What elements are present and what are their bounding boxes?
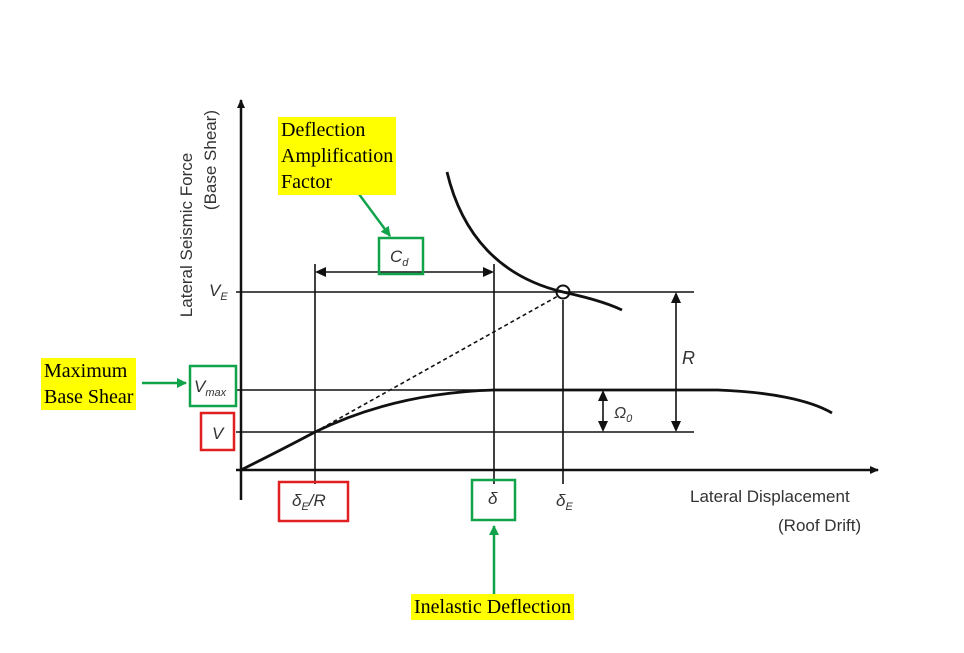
x-axis-label-line1: Lateral Displacement [690, 487, 850, 506]
maximum-base-shear-callout: Maximum Base Shear [41, 358, 137, 410]
de-over-r-red-box [277, 480, 350, 523]
cd-label: Cd [390, 247, 409, 269]
inelastic-deflection-callout: Inelastic Deflection [411, 594, 575, 620]
intersection-marker [555, 284, 571, 300]
cd-green-box [377, 236, 425, 276]
vmax-green-box [188, 364, 238, 408]
delta-tick-label: δ [488, 489, 498, 508]
v-tick-label: V [212, 424, 225, 443]
y-axis-label-line1: Lateral Seismic Force [177, 153, 196, 317]
deflection-amplification-callout: Deflection Amplification Factor [278, 117, 397, 195]
y-axis-label-line2: (Base Shear) [201, 110, 220, 210]
v-red-box [199, 411, 236, 452]
r-label: R [682, 348, 695, 368]
de-tick-label: δE [556, 491, 573, 513]
spectrum-curve [445, 171, 623, 312]
de-over-r-tick-label: δE/R [292, 491, 326, 513]
vmax-tick-label: Vmax [194, 377, 227, 399]
x-axis-label-line2: (Roof Drift) [778, 516, 861, 535]
ve-tick-label: VE [209, 281, 228, 303]
delta-green-box [470, 478, 517, 522]
pushover-curve [240, 388, 833, 472]
omega-label: Ω0 [614, 405, 633, 425]
elastic-response-line [314, 295, 559, 433]
